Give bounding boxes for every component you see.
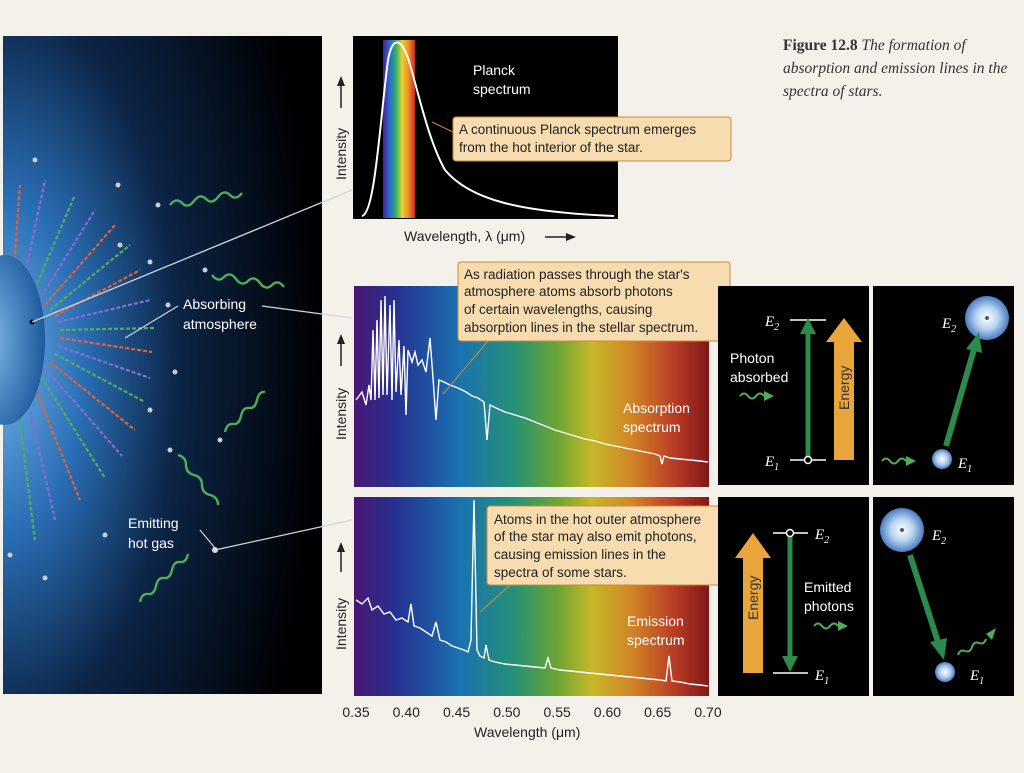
gas-atoms	[7, 157, 223, 581]
atom-emit-panel: E2 E1	[873, 497, 1014, 696]
axis-tick-label: 0.35	[342, 704, 369, 720]
emit-e2: E2	[814, 527, 829, 546]
planck-xlabel: Wavelength, λ (μm)	[404, 228, 525, 244]
photon-absorbed-1: Photon	[730, 350, 774, 366]
planck-title-2: spectrum	[473, 81, 531, 97]
photon-absorbed-2: absorbed	[730, 369, 788, 385]
energy-absorb-panel: Energy E2 E1 Photon absorbed	[718, 286, 869, 485]
absorption-note-3: of certain wavelengths, causing	[464, 302, 652, 317]
absorption-panel: As radiation passes through the star's a…	[333, 261, 731, 487]
photon-waves	[138, 191, 285, 603]
absorption-note-4: absorption lines in the stellar spectrum…	[464, 320, 698, 335]
emission-note-4: spectra of some stars.	[494, 565, 627, 580]
atom-emit-e1: E1	[969, 668, 984, 687]
atom-absorb-panel: E2 E1	[873, 286, 1014, 485]
axis-tick-label: 0.50	[493, 704, 520, 720]
planck-note-2: from the hot interior of the star.	[459, 140, 643, 155]
planck-panel: Planck spectrum A continuous Planck spec…	[333, 36, 732, 244]
planck-note-1: A continuous Planck spectrum emerges	[459, 122, 696, 137]
emission-note-1: Atoms in the hot outer atmosphere	[494, 512, 701, 527]
energy-emit-text: Energy	[745, 576, 761, 620]
absorption-label-2: spectrum	[623, 419, 681, 435]
absorption-note-1: As radiation passes through the star's	[464, 267, 690, 282]
star-panel: Absorbing atmosphere Emitting hot gas	[0, 36, 353, 694]
absorbing-label-1: Absorbing	[183, 296, 246, 312]
absorption-label-1: Absorption	[623, 400, 690, 416]
absorb-e1: E1	[764, 454, 779, 473]
absorption-ylabel: Intensity	[333, 388, 349, 440]
absorb-e2: E2	[764, 314, 779, 333]
atom-emit-e2: E2	[931, 528, 946, 547]
axis-tick-label: 0.60	[594, 704, 621, 720]
planck-curve	[361, 41, 615, 217]
planck-note-box	[452, 116, 732, 162]
axis-tick-label: 0.65	[644, 704, 671, 720]
star-core	[0, 255, 45, 425]
energy-emit-panel: Energy E2 E1 Emitted photons	[718, 497, 869, 696]
emission-panel: Atoms in the hot outer atmosphere of the…	[333, 497, 730, 696]
emission-note-2: of the star may also emit photons,	[494, 529, 697, 544]
figure-number: Figure 12.8	[783, 37, 858, 54]
absorption-note-2: atmosphere atoms absorb photons	[464, 284, 673, 299]
emit-e1: E1	[814, 668, 829, 687]
planck-ylabel: Intensity	[333, 128, 349, 180]
axis-tick-label: 0.45	[443, 704, 470, 720]
emitted-photons-1: Emitted	[804, 579, 851, 595]
figure-caption-text: The formation of absorption and emission…	[783, 37, 1008, 100]
figure-caption: Figure 12.8 The formation of absorption …	[783, 34, 1015, 103]
emitted-photons-2: photons	[804, 598, 854, 614]
emission-label-2: spectrum	[627, 632, 685, 648]
axis-tick-label: 0.55	[544, 704, 571, 720]
axis-tick-label: 0.40	[393, 704, 420, 720]
energy-absorb-text: Energy	[836, 366, 852, 410]
emission-curve	[355, 499, 709, 687]
planck-rainbow-band	[383, 40, 415, 218]
bottom-axis: 0.35 0.40 0.45 0.50 0.55 0.60 0.65 0.70 Wavelen…	[342, 704, 721, 740]
emission-note-3: causing emission lines in the	[494, 547, 666, 562]
bottom-xlabel: Wavelength (μm)	[474, 724, 580, 740]
planck-title-1: Planck	[473, 62, 516, 78]
atom-absorb-e1: E1	[957, 456, 972, 475]
emission-ylabel: Intensity	[333, 598, 349, 650]
emitting-label-1: Emitting	[128, 515, 179, 531]
emitting-label-2: hot gas	[128, 535, 174, 551]
emission-label-1: Emission	[627, 613, 684, 629]
axis-tick-label: 0.70	[694, 704, 721, 720]
absorbing-label-2: atmosphere	[183, 316, 257, 332]
atom-absorb-e2: E2	[941, 316, 956, 335]
